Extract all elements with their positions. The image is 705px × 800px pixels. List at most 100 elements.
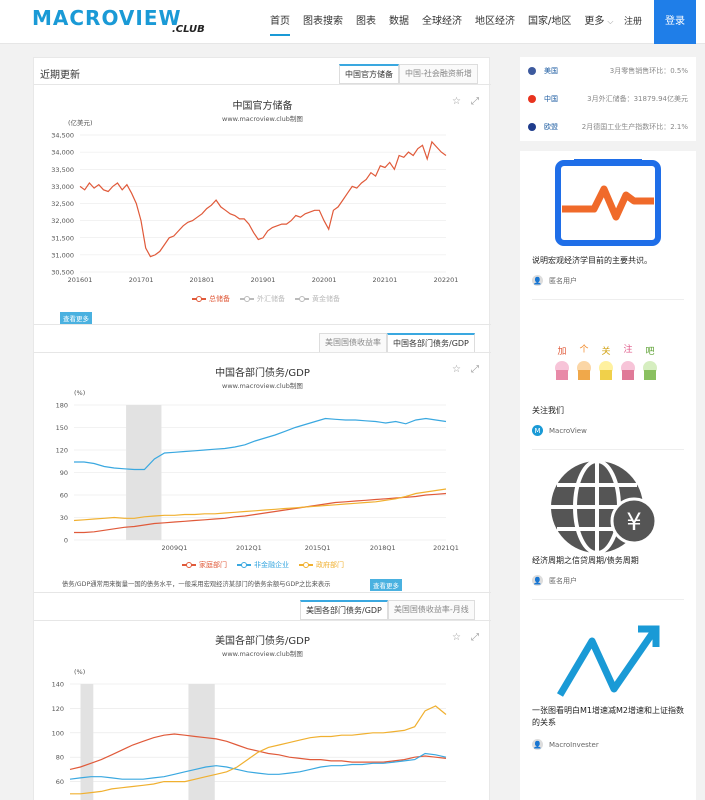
chart2-subtitle: www.macroview.club制图 (222, 382, 303, 390)
chart3-plot: (%)140120100806040 (52, 668, 447, 800)
user-avatar-icon: 👤 (532, 739, 543, 750)
card-title[interactable]: 一张图看明白M1增速减M2增速和上证指数的关系 (532, 706, 684, 727)
divider (34, 352, 491, 353)
register-link[interactable]: 注册 (624, 17, 643, 27)
legend-government[interactable]: 政府部门 (299, 560, 344, 570)
follow-us-cupcakes-image: 加 个 关 注 吧 (555, 343, 657, 380)
news-country: 中国 (544, 95, 558, 103)
author-name: MacroView (549, 426, 587, 435)
nav-global-economy[interactable]: 全球经济 (422, 16, 462, 27)
macroview-avatar-icon: M (532, 425, 543, 436)
chart3-subtitle: www.macroview.club制图 (222, 650, 303, 658)
expand-icon[interactable]: ⤢ (471, 96, 479, 107)
article-card[interactable]: 一张图看明白M1增速减M2增速和上证指数的关系 👤 MacroInvester (520, 601, 696, 800)
card-title[interactable]: 关注我们 (532, 406, 564, 415)
more-button-2[interactable]: 查看更多 (370, 579, 402, 591)
y-tick-label: 32,000 (51, 217, 74, 225)
card-author: 👤 匿名用户 (532, 275, 577, 286)
chart2-legend: 家庭部门 非金融企业 政府部门 (182, 560, 354, 570)
divider (34, 324, 491, 325)
economic-news-box: 美国 3月零售销售环比：0.5% 中国 3月外汇储备：31879.94亿美元 欧… (520, 57, 696, 141)
author-name: 匿名用户 (549, 576, 577, 585)
x-tick-label: 201901 (251, 276, 276, 284)
logo-main-text: MACROVIEW (32, 6, 182, 30)
chevron-down-icon: ⌵ (607, 17, 614, 26)
legend-nonfin-corp[interactable]: 非金融企业 (237, 560, 289, 570)
y-tick-label: 60 (56, 778, 64, 786)
follow-letter: 个 (579, 344, 588, 355)
tab-china-social-financing[interactable]: 中国-社会融资新增 (399, 64, 478, 84)
chart1-subtitle: www.macroview.club制图 (222, 115, 303, 123)
legend-marker (295, 295, 309, 303)
card-separator (532, 449, 684, 450)
card-author: 👤 匿名用户 (532, 575, 577, 586)
series-line (79, 140, 447, 258)
china-flag-icon (528, 95, 536, 103)
x-tick-label: 201801 (189, 276, 214, 284)
legend-fx-reserves[interactable]: 外汇储备 (240, 294, 285, 304)
tab-us-debt-gdp[interactable]: 美国各部门债务/GDP (300, 600, 388, 620)
nav-data[interactable]: 数据 (389, 16, 409, 27)
x-tick-label: 2015Q1 (305, 544, 331, 552)
y-tick-label: 34,500 (51, 132, 74, 140)
nav-countries[interactable]: 国家/地区 (528, 16, 572, 27)
chart1-title: 中国官方储备 (232, 101, 293, 112)
legend-marker (299, 561, 313, 569)
nav-chart-search[interactable]: 图表搜索 (303, 16, 343, 27)
site-logo[interactable]: MACROVIEW .CLUB (32, 6, 205, 35)
x-tick-label: 202001 (312, 276, 337, 284)
news-text: 3月零售销售环比：0.5% (609, 67, 688, 75)
star-icon[interactable]: ☆ (452, 96, 461, 107)
chart1-plot: (亿美元) 34,500 34,000 33,500 33,000 32,500 32,00… (51, 118, 458, 284)
nav-more[interactable]: 更多 ⌵ (584, 0, 613, 44)
nav-regional-economy[interactable]: 地区经济 (475, 16, 515, 27)
legend-household[interactable]: 家庭部门 (182, 560, 227, 570)
card-author: M MacroView (532, 425, 587, 436)
card-title[interactable]: 经济周期之信贷周期/债务周期 (532, 556, 639, 565)
news-row-china[interactable]: 中国 3月外汇储备：31879.94亿美元 (520, 85, 696, 113)
series-line (69, 733, 447, 770)
news-row-eu[interactable]: 欧盟 2月德国工业生产指数环比：2.1% (520, 113, 696, 141)
description-text: 债务/GDP通常用来衡量一国的债务水平，一般采用宏观经济某部门的债务余额与GDP… (62, 581, 331, 588)
tab-us-treasury-monthly[interactable]: 美国国债收益率-月线 (387, 600, 475, 620)
trend-arrow-icon (556, 625, 660, 697)
article-card[interactable]: ¥ 经济周期之信贷周期/债务周期 👤 匿名用户 (520, 451, 696, 601)
tab-china-reserves[interactable]: 中国官方储备 (339, 64, 399, 84)
user-avatar-icon: 👤 (532, 275, 543, 286)
y-tick-label: 140 (52, 681, 64, 689)
x-tick-label: 2012Q1 (236, 544, 262, 552)
expand-icon[interactable]: ⤢ (471, 364, 479, 375)
y-tick-label: 30,500 (51, 269, 74, 277)
x-tick-label: 2009Q1 (162, 544, 188, 552)
legend-gold-reserves[interactable]: 黄金储备 (295, 294, 340, 304)
article-card[interactable]: 加 个 关 注 吧 关注我们 M MacroView (520, 301, 696, 451)
card-title[interactable]: 说明宏观经济学目前的主要共识。 (532, 256, 652, 265)
nav-charts[interactable]: 图表 (356, 16, 376, 27)
star-icon[interactable]: ☆ (452, 632, 461, 643)
login-button[interactable]: 登录 (654, 0, 696, 44)
tab-us-treasury-yield[interactable]: 美国国债收益率 (319, 333, 387, 353)
legend-marker (237, 561, 251, 569)
y-tick-label: 90 (60, 469, 68, 477)
series-line (69, 752, 447, 780)
series-line (74, 417, 447, 471)
logo-sub-text: .CLUB (172, 24, 205, 35)
more-button-1[interactable]: 查看更多 (60, 312, 92, 324)
y-tick-label: 31,500 (51, 234, 74, 242)
news-text: 3月外汇储备：31879.94亿美元 (587, 95, 688, 103)
y-tick-label: 32,500 (51, 200, 74, 208)
news-country: 欧盟 (544, 123, 558, 131)
tab-china-debt-gdp[interactable]: 中国各部门债务/GDP (387, 333, 475, 353)
article-card[interactable]: 说明宏观经济学目前的主要共识。 👤 匿名用户 (520, 151, 696, 301)
news-row-us[interactable]: 美国 3月零售销售环比：0.5% (520, 57, 696, 85)
star-icon[interactable]: ☆ (452, 364, 461, 375)
tabs-group-2: 美国国债收益率 中国各部门债务/GDP (319, 333, 475, 353)
legend-total-reserves[interactable]: 总储备 (192, 294, 230, 304)
nav-home[interactable]: 首页 (270, 0, 290, 44)
expand-icon[interactable]: ⤢ (471, 632, 479, 643)
main-nav: 首页 图表搜索 图表 数据 全球经济 地区经济 国家/地区 更多 ⌵ (270, 0, 626, 44)
card-author: 👤 MacroInvester (532, 739, 599, 750)
y-tick-label: 100 (52, 729, 64, 737)
legend-label: 总储备 (209, 295, 230, 303)
y-tick-label: 120 (56, 447, 68, 455)
